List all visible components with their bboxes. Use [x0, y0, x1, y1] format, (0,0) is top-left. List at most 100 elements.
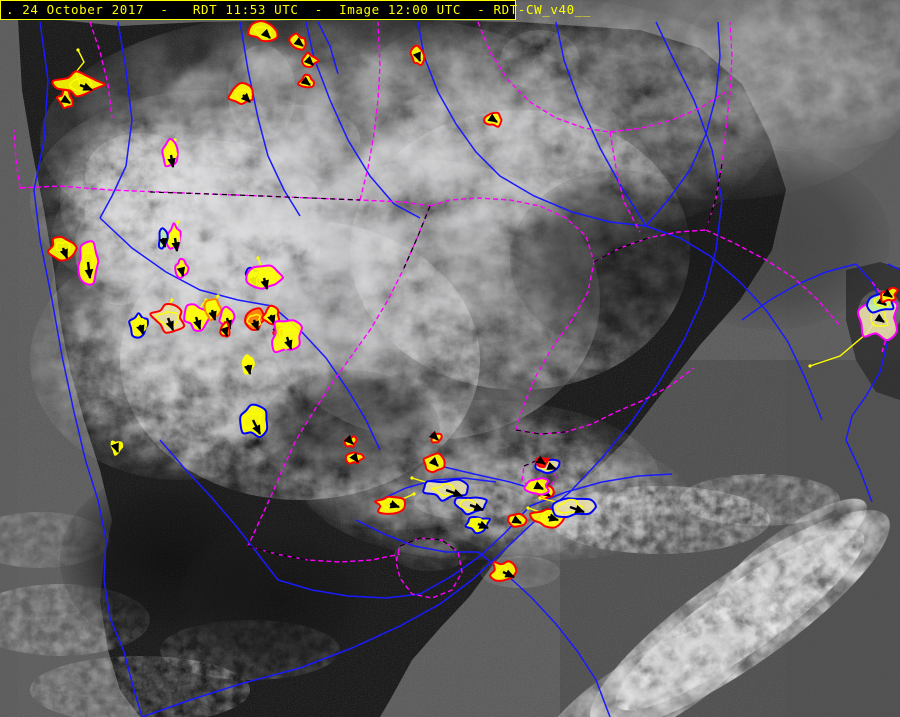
cell-motion-vector: [260, 28, 271, 39]
rdt-cell-triggered: [157, 227, 169, 250]
cell-motion-vector: [251, 419, 262, 435]
rdt-cell-severe: [422, 452, 446, 474]
rdt-cell-triggered: [239, 403, 269, 438]
rdt-cell-triggered: [453, 496, 488, 516]
rdt-cell-electric: [161, 138, 179, 169]
rdt-cell-electric: [174, 257, 190, 280]
cell-motion-vector: [167, 154, 176, 169]
cell-track-origin: [410, 476, 414, 480]
cell-track-origin: [170, 298, 174, 302]
cell-motion-vector: [412, 51, 422, 63]
cell-motion-vector: [445, 488, 464, 498]
rdt-title-bar: . 24 October 2017 - RDT 11:53 UTC - Imag…: [0, 0, 590, 20]
rdt-cell-severe: [489, 560, 518, 582]
cell-motion-vector: [208, 309, 217, 322]
cell-motion-vector: [59, 247, 69, 260]
cell-motion-vector: [60, 94, 71, 105]
rdt-cell-mature: [203, 294, 223, 322]
rdt-cell-severe: [244, 307, 266, 332]
rdt-cell-electric: [165, 220, 182, 253]
cell-motion-vector: [546, 461, 558, 471]
rdt-cell-growing: [241, 354, 255, 376]
cell-contour: [343, 435, 358, 448]
cell-motion-vector: [389, 500, 401, 509]
cell-track-origin: [538, 496, 542, 500]
cloudtop-temperature-overlay: [75, 30, 900, 588]
border-layer-country: [33, 21, 900, 717]
border-layer-dark-overlap: [149, 163, 723, 561]
rdt-cell-severe: [344, 451, 365, 465]
cell-motion-vector: [569, 505, 586, 514]
cell-motion-vector: [110, 442, 120, 454]
cell-motion-vector: [267, 314, 276, 326]
rdt-cell-severe: [149, 298, 186, 334]
rdt-cell-triggered: [538, 496, 597, 519]
rdt-cell-severe: [219, 321, 231, 338]
cell-contour: [483, 111, 503, 128]
rdt-cell-severe: [374, 492, 416, 515]
cell-motion-vector: [303, 55, 314, 66]
cell-motion-vector: [250, 319, 260, 332]
cell-motion-vector: [882, 288, 893, 298]
rdt-cell-objects-layer: [47, 20, 899, 582]
rdt-cell-severe: [47, 235, 78, 262]
rdt-cell-electric: [271, 319, 303, 354]
cell-motion-vector: [293, 37, 304, 47]
cell-motion-vector: [84, 261, 94, 280]
cell-motion-vector: [284, 336, 293, 351]
rdt-cell-triggered: [464, 516, 491, 535]
cell-track-origin: [808, 364, 812, 368]
cell-motion-vector: [874, 313, 885, 323]
rdt-cell-severe: [55, 88, 74, 110]
cell-motion-vector: [349, 452, 359, 463]
rdt-cell-electric: [77, 240, 100, 286]
cell-motion-vector: [176, 266, 186, 278]
rdt-title-text: . 24 October 2017 - RDT 11:53 UTC - Imag…: [6, 2, 592, 17]
cell-track-origin: [256, 256, 260, 260]
cell-inner-contour: [431, 482, 457, 497]
cell-motion-vector: [158, 237, 168, 249]
cell-motion-vector: [136, 324, 145, 336]
rdt-cell-electric: [183, 298, 211, 332]
rdt-cell-triggered: [410, 476, 469, 502]
cell-motion-vector: [428, 430, 439, 441]
rdt-cell-severe: [51, 48, 106, 98]
rdt-cell-electric: [245, 256, 284, 291]
rdt-cell-severe: [343, 434, 358, 448]
rdt-cell-severe: [483, 111, 503, 128]
rdt-cell-severe: [880, 286, 899, 303]
cell-motion-vector: [533, 481, 544, 491]
cell-motion-vector: [165, 317, 175, 331]
cell-motion-vector: [502, 569, 515, 579]
cell-motion-vector: [79, 82, 93, 92]
rdt-cell-severe: [428, 430, 443, 444]
rdt-cell-severe: [409, 44, 426, 67]
cell-motion-vector: [535, 455, 546, 465]
cell-track-origin: [526, 506, 530, 510]
cell-motion-vector: [220, 326, 229, 338]
cell-motion-vector: [260, 277, 269, 291]
cell-motion-vector: [171, 237, 180, 253]
cell-motion-vector: [477, 520, 490, 530]
cell-motion-vector: [469, 502, 485, 512]
cell-contour: [489, 560, 518, 582]
rdt-cell-severe: [507, 512, 528, 528]
rdt-cell-growing: [110, 440, 124, 456]
cell-motion-vector: [243, 364, 253, 376]
cell-motion-vector: [428, 456, 439, 467]
cell-contour: [245, 264, 284, 290]
rdt-cell-severe: [297, 73, 315, 89]
cell-motion-vector: [547, 513, 560, 522]
rdt-cell-severe: [288, 32, 307, 51]
cell-contour: [271, 319, 303, 354]
cell-motion-vector: [487, 113, 498, 123]
cell-motion-vector: [300, 76, 311, 86]
rdt-cell-severe: [247, 20, 279, 43]
cell-track-origin: [216, 294, 220, 298]
rdt-cell-triggered: [128, 312, 149, 339]
rdt-cell-severe: [534, 455, 550, 468]
cell-motion-vector: [240, 92, 251, 103]
rdt-cell-electric: [523, 477, 550, 496]
